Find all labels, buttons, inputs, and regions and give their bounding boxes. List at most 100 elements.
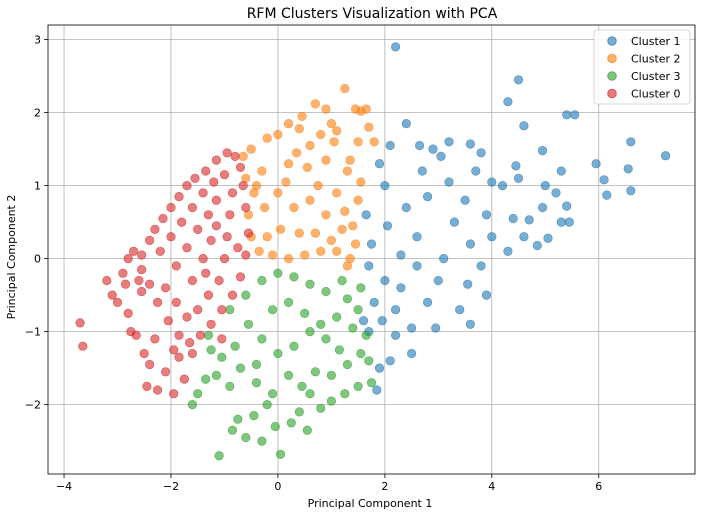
scatter-point xyxy=(353,305,363,315)
scatter-point xyxy=(503,246,513,256)
scatter-point xyxy=(276,449,286,459)
scatter-point xyxy=(481,290,492,300)
scatter-point xyxy=(260,202,270,213)
scatter-point xyxy=(513,173,524,183)
scatter-point xyxy=(241,290,251,300)
plot-frame xyxy=(47,24,696,475)
scatter-point xyxy=(174,192,184,202)
scatter-point xyxy=(340,389,350,399)
scatter-point xyxy=(273,268,283,278)
scatter-point xyxy=(358,316,369,326)
scatter-point xyxy=(471,166,481,176)
scatter-point xyxy=(262,232,272,242)
scatter-point xyxy=(326,235,337,245)
scatter-point xyxy=(369,297,379,308)
y-tick-label: 3 xyxy=(34,34,41,47)
axes: −4 −2 0 2 4 6 −2 −1 0 1 2 3 xyxy=(25,34,602,493)
scatter-point xyxy=(444,137,454,147)
scatter-point xyxy=(131,330,141,340)
scatter-point xyxy=(660,151,671,161)
scatter-point xyxy=(313,181,323,191)
scatter-point xyxy=(340,206,350,216)
scatter-point xyxy=(281,177,291,187)
scatter-point xyxy=(369,137,379,147)
scatter-point xyxy=(326,396,337,406)
series-cluster-0 xyxy=(75,148,254,399)
scatter-point xyxy=(163,316,173,326)
scatter-point xyxy=(251,181,262,191)
scatter-point xyxy=(316,403,326,413)
scatter-point xyxy=(118,268,128,278)
scatter-point xyxy=(241,250,251,260)
x-tick-label: 2 xyxy=(381,480,388,493)
scatter-point xyxy=(423,297,433,308)
scatter-point xyxy=(353,381,363,392)
scatter-point xyxy=(356,283,366,293)
scatter-point xyxy=(174,352,184,362)
scatter-point xyxy=(353,195,363,205)
scatter-point xyxy=(332,126,342,136)
scatter-point xyxy=(145,279,155,289)
legend: Cluster 1 Cluster 2 Cluster 3 Cluster 0 xyxy=(593,29,691,105)
scatter-point xyxy=(305,327,315,337)
scatter-point xyxy=(449,217,460,227)
legend-label: Cluster 0 xyxy=(631,88,681,101)
scatter-point xyxy=(294,407,304,417)
scatter-point xyxy=(190,173,200,183)
scatter-point xyxy=(540,181,550,191)
scatter-point xyxy=(417,166,427,176)
scatter-point xyxy=(227,425,238,435)
scatter-point xyxy=(145,359,155,370)
scatter-point xyxy=(342,261,353,271)
scatter-point xyxy=(562,110,572,120)
scatter-point xyxy=(235,162,246,172)
scatter-point xyxy=(238,151,248,161)
scatter-point xyxy=(305,195,315,205)
scatter-point xyxy=(284,370,294,381)
scatter-point xyxy=(161,367,171,377)
scatter-point xyxy=(284,297,294,308)
scatter-point xyxy=(556,217,566,227)
scatter-point xyxy=(508,213,518,224)
scatter-point xyxy=(203,210,213,220)
series-cluster-3 xyxy=(187,268,377,461)
chart-title: RFM Clusters Visualization with PCA xyxy=(247,6,498,22)
scatter-point xyxy=(412,261,422,271)
scatter-point xyxy=(297,381,307,392)
scatter-point xyxy=(391,330,401,340)
scatter-point xyxy=(182,243,192,253)
scatter-point xyxy=(465,239,476,249)
scatter-point xyxy=(251,378,262,388)
scatter-point xyxy=(321,155,331,165)
scatter-point xyxy=(350,104,361,114)
scatter-point xyxy=(187,202,197,213)
scatter-point xyxy=(532,240,542,251)
scatter-point xyxy=(348,221,358,231)
scatter-point xyxy=(316,246,326,256)
scatter-point xyxy=(465,139,476,149)
scatter-point xyxy=(219,170,230,180)
scatter-point xyxy=(284,159,294,169)
scatter-point xyxy=(321,334,331,344)
scatter-point xyxy=(211,221,221,231)
scatter-point xyxy=(169,345,179,355)
scatter-point xyxy=(380,181,390,191)
scatter-point xyxy=(487,177,497,187)
scatter-point xyxy=(356,177,366,187)
scatter-point xyxy=(284,118,294,129)
scatter-point xyxy=(243,319,254,329)
scatter-point xyxy=(401,202,411,213)
scatter-point xyxy=(460,195,470,205)
scatter-point xyxy=(310,367,321,377)
scatter-point xyxy=(348,323,358,333)
scatter-point xyxy=(198,254,208,264)
scatter-point xyxy=(217,305,227,315)
x-tick-label: 6 xyxy=(595,480,602,493)
scatter-point xyxy=(321,286,331,297)
scatter-point xyxy=(543,233,553,243)
legend-marker xyxy=(607,71,617,81)
scatter-point xyxy=(439,254,449,264)
scatter-point xyxy=(391,42,401,52)
